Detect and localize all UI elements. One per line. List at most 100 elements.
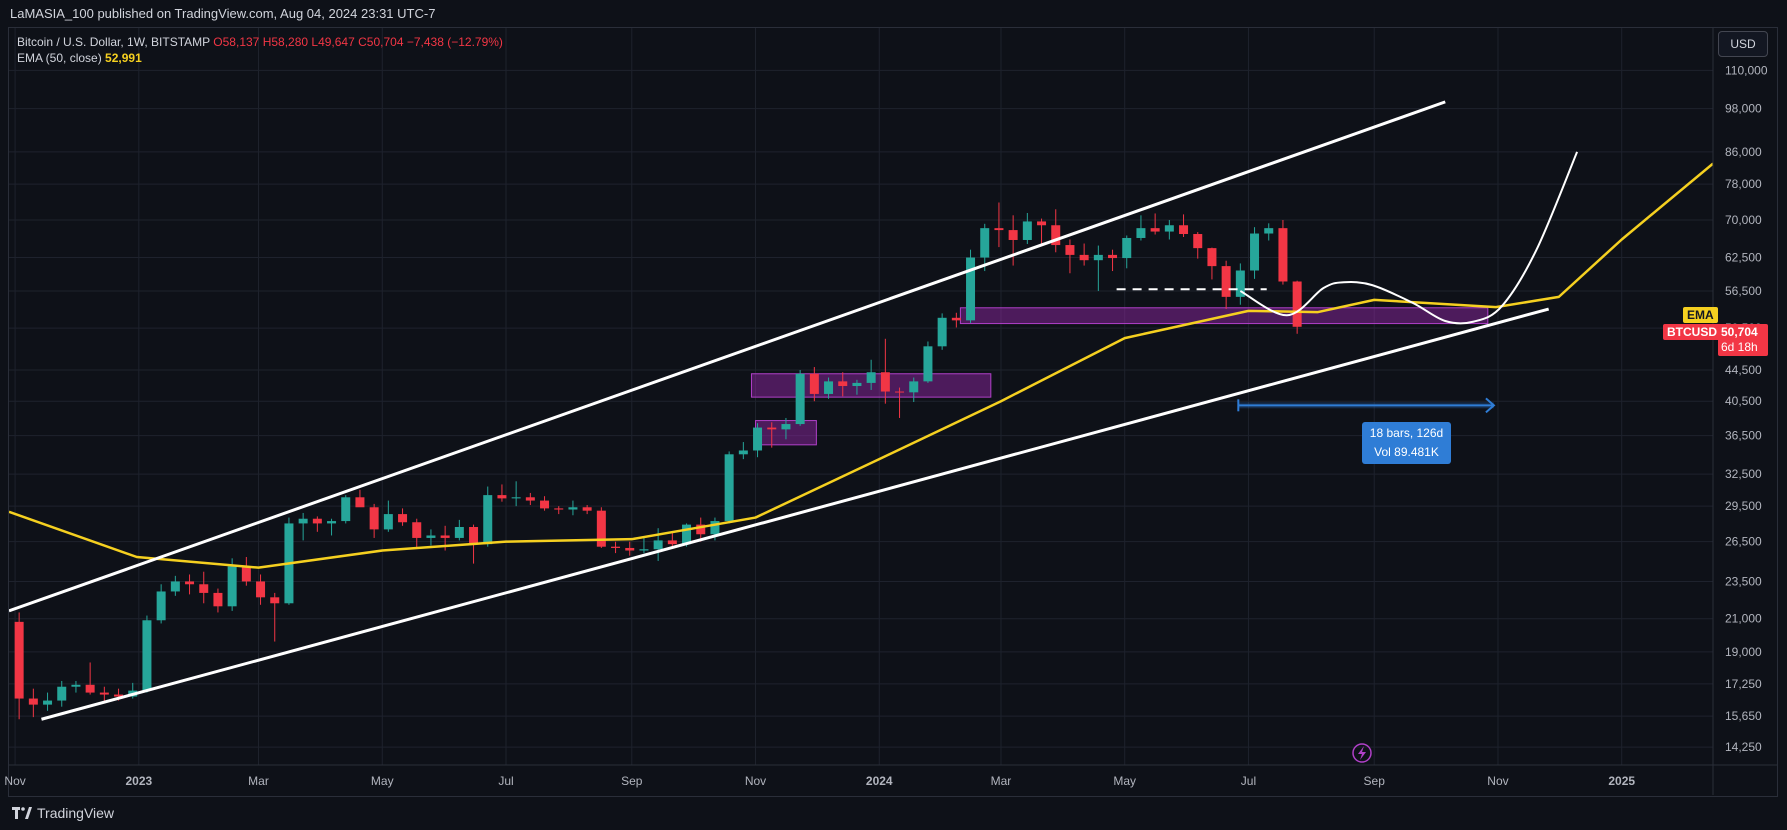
candle-body [795,373,805,425]
candle-body [994,228,1004,231]
candle-body [1164,225,1174,232]
chart-legend: Bitcoin / U.S. Dollar, 1W, BITSTAMP O58,… [17,34,503,66]
candle-body [966,257,976,321]
projection-path [1239,151,1579,325]
footer-bar: TradingView [0,797,1787,830]
candle-body [980,228,990,258]
price-tick-label: 29,500 [1725,499,1762,513]
candle-body [1093,254,1103,261]
price-tick-label: 70,000 [1725,213,1762,227]
price-tick-label: 98,000 [1725,102,1762,116]
legend-ema-row[interactable]: EMA (50, close) 52,991 [17,50,503,66]
lightning-icon-ring [1352,743,1372,763]
candle-body [298,518,308,524]
legend-symbol-row: Bitcoin / U.S. Dollar, 1W, BITSTAMP O58,… [17,34,503,50]
candle-body [1221,266,1231,297]
candle-body [1136,228,1146,238]
candle-body [639,549,649,551]
time-tick-label: 2025 [1608,774,1635,788]
lightning-icon-bolt [1358,746,1366,760]
candle-body [199,584,209,593]
candle-body [625,547,635,551]
candle-body [809,373,819,394]
candle-body [398,514,408,523]
candle-body [469,526,479,545]
candle-body [213,592,223,607]
candle-body [738,450,748,455]
tradingview-logo[interactable]: TradingView [12,805,114,821]
price-tick-label: 15,650 [1725,709,1762,723]
price-tick-label: 23,500 [1725,574,1762,588]
last-price-tag: 50,704 6d 18h [1718,324,1768,356]
candle-body [71,684,81,687]
candle-body [1022,221,1032,240]
candle-body [1150,228,1160,232]
measure-arrow-head [1485,397,1496,414]
candle-body [895,391,905,393]
candle-body [57,686,67,701]
candle-body [582,507,592,511]
price-tick-label: 17,250 [1725,677,1762,691]
candle-body [909,381,919,393]
candle-body [43,700,53,705]
candle-body [327,521,337,524]
publisher-text: LaMASIA_100 published on TradingView.com… [10,6,436,21]
legend-ema-value: 52,991 [105,51,142,65]
candle-body [866,372,876,383]
candle-body [525,497,535,501]
candle-body [1051,225,1061,246]
measure-label: 18 bars, 126d Vol 89.481K [1362,422,1451,464]
time-tick-label: Nov [4,774,25,788]
time-tick-label: May [1113,774,1136,788]
candle-body [1193,234,1203,249]
candle-body [1108,254,1118,259]
candle-body [1250,233,1260,271]
candle-body [256,581,266,598]
candle-body [270,597,280,604]
price-tick-label: 110,000 [1725,63,1768,77]
candle-body [511,497,521,499]
legend-close: C50,704 [358,35,404,49]
candle-body [1037,221,1047,226]
candle-body [781,424,791,430]
price-tick-label: 40,500 [1725,394,1762,408]
candle-body [1179,225,1189,235]
candle-body [426,535,436,538]
time-tick-label: Nov [745,774,766,788]
candle-body [114,694,124,697]
currency-button[interactable]: USD [1718,31,1768,57]
price-tick-label: 21,000 [1725,612,1762,626]
candle-body [454,526,464,538]
candle-body [85,684,95,693]
candle-body [185,581,195,585]
candle-body [14,621,24,699]
candle-body [1079,254,1089,261]
candle-body [568,507,578,510]
candle-body [611,546,621,548]
ema-axis-tag: EMA [1683,307,1718,323]
candle-body [653,540,663,550]
candle-body [355,497,365,508]
candle-body [142,620,152,691]
candle-body [440,535,450,538]
candle-body [241,566,251,582]
legend-ema-label: EMA (50, close) [17,51,102,65]
time-tick-label: 2024 [866,774,893,788]
candle-body [497,495,507,499]
candle-body [156,591,166,621]
lightning-icon [1352,743,1372,763]
candle-body [1264,228,1274,234]
candle-body [852,382,862,387]
last-price-value: 50,704 [1721,325,1758,339]
candle-body [838,381,848,387]
plot-area [9,28,1713,765]
candle-body [483,495,493,545]
legend-change: −7,438 (−12.79%) [406,35,503,49]
time-tick-label: 2023 [125,774,152,788]
publisher-bar: LaMASIA_100 published on TradingView.com… [0,0,1787,27]
candle-body [824,381,834,394]
candle-body [1122,237,1132,259]
legend-open: O58,137 [213,35,260,49]
candle-body [667,540,677,545]
